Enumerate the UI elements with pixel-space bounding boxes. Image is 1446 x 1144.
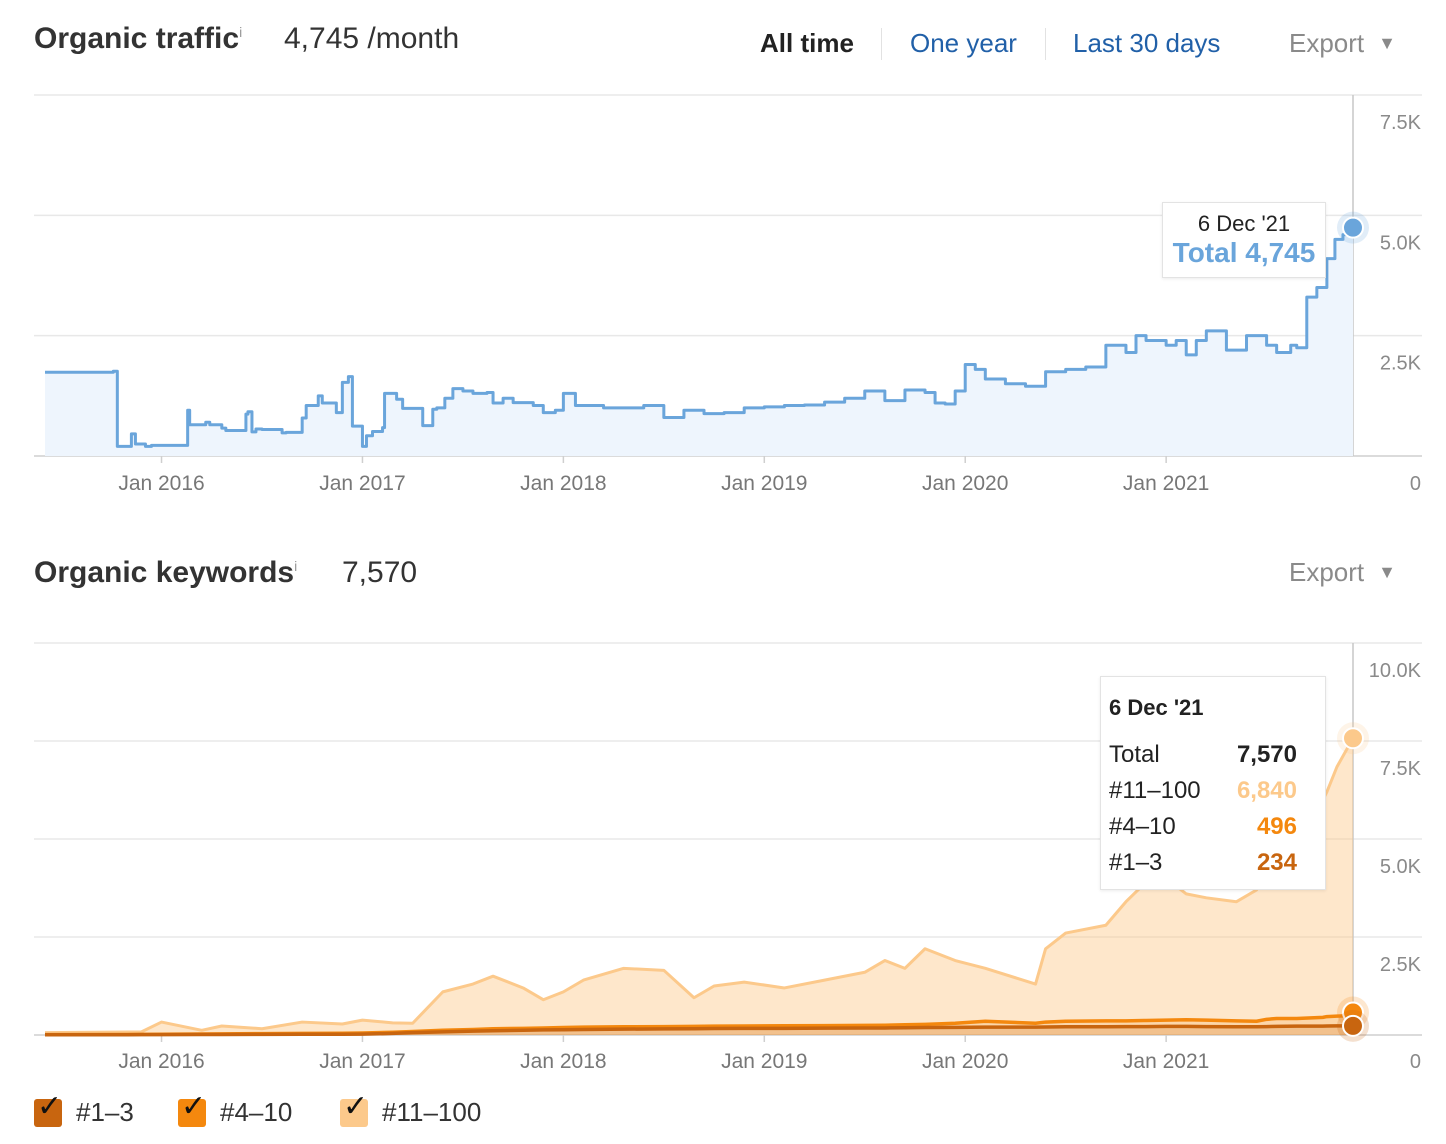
traffic-area: [45, 227, 1353, 456]
chevron-down-icon: ▼: [1378, 562, 1396, 582]
x-tick-label: Jan 2021: [1123, 1050, 1209, 1073]
traffic-title: Organic traffic: [34, 22, 240, 55]
legend-label: #1–3: [76, 1097, 134, 1127]
export-label: Export: [1289, 557, 1365, 587]
keywords-value: 7,570: [342, 556, 418, 589]
tooltip-label: #11–100: [1109, 777, 1201, 804]
y-tick-label: 5.0K: [1380, 232, 1422, 254]
info-icon[interactable]: i: [239, 24, 243, 40]
keywords-title-row: Organic keywordsi: [34, 556, 297, 590]
marker-point: [1342, 1014, 1364, 1037]
keywords-tooltip-date: 6 Dec '21: [1109, 695, 1204, 720]
traffic-tooltip-total: Total 4,745: [1172, 237, 1316, 268]
x-tick-label: Jan 2020: [922, 1050, 1008, 1073]
marker-point: [1342, 727, 1364, 750]
tooltip-row-total: Total 7,570: [1109, 741, 1297, 769]
checkbox-icon[interactable]: ✓: [340, 1091, 368, 1127]
y-tick-label: 5.0K: [1380, 856, 1422, 878]
x-tick-label: Jan 2016: [118, 472, 204, 495]
checkbox-icon[interactable]: ✓: [34, 1091, 62, 1127]
tooltip-value: 234: [1256, 849, 1297, 876]
traffic-title-row: Organic traffici: [34, 22, 242, 56]
keywords-chart[interactable]: Jan 2016 Jan 2017 Jan 2018 Jan 2019 Jan 2020…: [0, 630, 1446, 1080]
x-tick-label: Jan 2016: [118, 1050, 204, 1073]
legend-item-top3[interactable]: ✓ #1–3: [34, 1091, 134, 1128]
range-divider: [881, 28, 882, 60]
check-icon: ✓: [343, 1089, 369, 1123]
tooltip-value: 7,570: [1236, 741, 1297, 768]
range-one-year[interactable]: One year: [910, 28, 1017, 58]
traffic-line: [45, 227, 1355, 448]
keywords-title: Organic keywords: [34, 556, 295, 589]
keywords-export-button[interactable]: Export ▼: [1289, 557, 1396, 588]
series-11-100-area: [45, 738, 1353, 1035]
check-icon: ✓: [37, 1089, 63, 1123]
y-tick-label: 7.5K: [1380, 112, 1422, 134]
x-tick-label: Jan 2017: [319, 472, 405, 495]
series-11-100-line: [44, 737, 1355, 1035]
x-tick-label: Jan 2018: [520, 472, 606, 495]
x-tick-label: Jan 2019: [721, 472, 807, 495]
tooltip-label: Total: [1109, 741, 1160, 768]
export-label: Export: [1289, 28, 1365, 58]
tooltip-value: 6,840: [1236, 777, 1297, 804]
x-tick-label: Jan 2021: [1123, 472, 1209, 495]
range-divider: [1045, 28, 1046, 60]
legend-item-top100[interactable]: ✓ #11–100: [340, 1091, 482, 1128]
marker-point: [1342, 216, 1364, 239]
traffic-value: 4,745 /month: [284, 22, 460, 55]
tooltip-label: #4–10: [1109, 813, 1176, 840]
y-tick-label: 7.5K: [1380, 758, 1422, 780]
series-1-3-line: [44, 1024, 1354, 1037]
y-tick-label: 0: [1410, 1051, 1421, 1073]
x-tick-label: Jan 2017: [319, 1050, 405, 1073]
x-tick-label: Jan 2020: [922, 472, 1008, 495]
checkbox-icon[interactable]: ✓: [178, 1091, 206, 1127]
range-last-30-days[interactable]: Last 30 days: [1073, 28, 1221, 58]
y-tick-label: 2.5K: [1380, 353, 1422, 375]
series-4-10-area: [45, 1015, 1353, 1035]
y-tick-label: 0: [1410, 473, 1421, 495]
tooltip-row-4-10: #4–10 496: [1109, 813, 1297, 841]
keywords-tooltip: 6 Dec '21 Total 7,570 #11–100 6,840 #4–1…: [1100, 676, 1326, 890]
range-all-time[interactable]: All time: [760, 28, 854, 58]
tooltip-label: #1–3: [1109, 849, 1163, 876]
y-tick-label: 10.0K: [1369, 660, 1422, 682]
traffic-chart[interactable]: Jan 2016 Jan 2017 Jan 2018 Jan 2019 Jan 2020…: [0, 80, 1446, 510]
info-icon[interactable]: i: [294, 558, 298, 574]
traffic-tooltip-date: 6 Dec '21: [1197, 211, 1291, 236]
traffic-export-button[interactable]: Export ▼: [1289, 28, 1396, 59]
x-tick-label: Jan 2018: [520, 1050, 606, 1073]
x-tick-label: Jan 2019: [721, 1050, 807, 1073]
y-tick-label: 2.5K: [1380, 954, 1422, 976]
legend-item-top10[interactable]: ✓ #4–10: [178, 1091, 293, 1128]
legend-label: #11–100: [382, 1097, 482, 1127]
traffic-tooltip: 6 Dec '21 Total 4,745: [1162, 202, 1326, 278]
check-icon: ✓: [181, 1089, 207, 1123]
tooltip-row-11-100: #11–100 6,840: [1109, 777, 1297, 805]
tooltip-row-1-3: #1–3 234: [1109, 849, 1297, 877]
legend-label: #4–10: [220, 1097, 293, 1127]
chevron-down-icon: ▼: [1378, 33, 1396, 53]
tooltip-value: 496: [1256, 813, 1297, 840]
